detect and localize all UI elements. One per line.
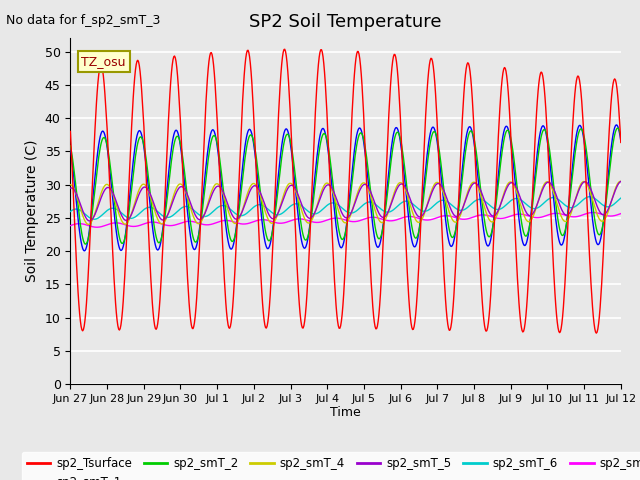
X-axis label: Time: Time [330,407,361,420]
Legend: sp2_Tsurface, sp2_smT_1, sp2_smT_2, sp2_smT_4, sp2_smT_5, sp2_smT_6, sp2_smT_7: sp2_Tsurface, sp2_smT_1, sp2_smT_2, sp2_… [22,452,640,480]
Text: No data for f_sp2_smT_3: No data for f_sp2_smT_3 [6,14,161,27]
Text: TZ_osu: TZ_osu [81,55,126,68]
Y-axis label: Soil Temperature (C): Soil Temperature (C) [25,140,39,282]
Title: SP2 Soil Temperature: SP2 Soil Temperature [250,13,442,31]
